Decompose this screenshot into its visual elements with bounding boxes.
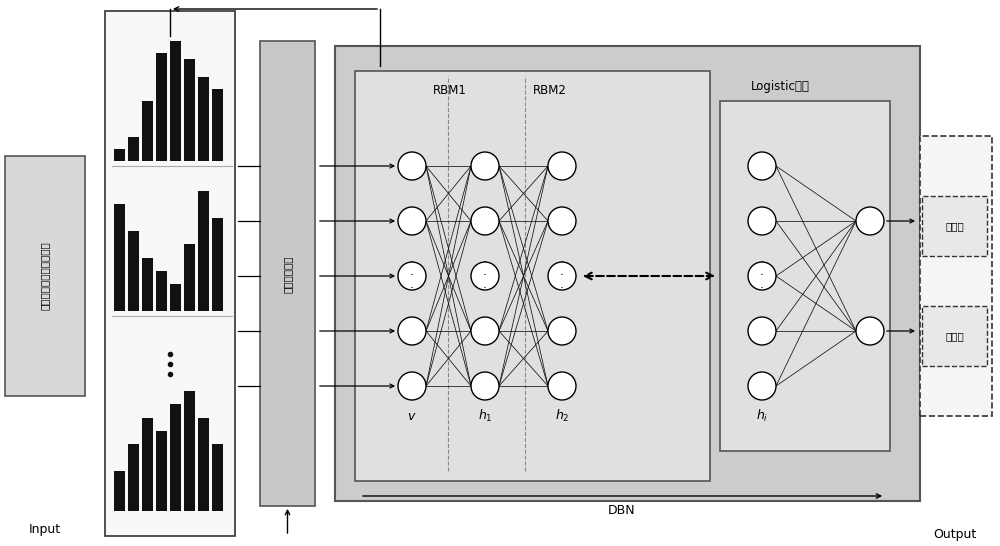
- Bar: [142, 258, 153, 311]
- Circle shape: [748, 262, 776, 290]
- Circle shape: [748, 372, 776, 400]
- Bar: [156, 53, 167, 161]
- Bar: [156, 431, 167, 511]
- Bar: [212, 89, 223, 161]
- Text: 坏客户: 坏客户: [945, 331, 964, 341]
- Circle shape: [471, 317, 499, 345]
- Circle shape: [471, 372, 499, 400]
- Bar: [184, 391, 195, 511]
- Circle shape: [398, 152, 426, 180]
- FancyBboxPatch shape: [920, 136, 992, 416]
- FancyBboxPatch shape: [922, 196, 987, 256]
- Circle shape: [748, 207, 776, 235]
- Text: $h_1$: $h_1$: [478, 408, 492, 424]
- Bar: [128, 444, 139, 511]
- FancyBboxPatch shape: [260, 41, 315, 506]
- Bar: [184, 59, 195, 161]
- Text: Output: Output: [933, 528, 977, 541]
- Bar: [212, 444, 223, 511]
- Circle shape: [748, 317, 776, 345]
- Text: $h_i$: $h_i$: [756, 408, 768, 424]
- Bar: [198, 418, 209, 511]
- FancyBboxPatch shape: [105, 11, 235, 536]
- Bar: [156, 271, 167, 311]
- Bar: [212, 218, 223, 311]
- Circle shape: [471, 152, 499, 180]
- FancyBboxPatch shape: [922, 306, 987, 366]
- Bar: [170, 284, 181, 311]
- Text: RBM1: RBM1: [433, 85, 467, 98]
- Text: ·
·
·: · · ·: [560, 257, 564, 295]
- Bar: [198, 77, 209, 161]
- Text: ·
·
·: · · ·: [760, 257, 764, 295]
- Bar: [114, 204, 125, 311]
- Bar: [142, 418, 153, 511]
- Bar: [198, 191, 209, 311]
- Bar: [184, 244, 195, 311]
- Bar: [128, 231, 139, 311]
- Circle shape: [471, 262, 499, 290]
- Circle shape: [548, 262, 576, 290]
- Circle shape: [398, 207, 426, 235]
- FancyBboxPatch shape: [5, 156, 85, 396]
- Circle shape: [548, 372, 576, 400]
- Circle shape: [398, 317, 426, 345]
- Circle shape: [398, 262, 426, 290]
- Text: 预处理后的信用评估数据: 预处理后的信用评估数据: [40, 242, 50, 310]
- Circle shape: [748, 152, 776, 180]
- Text: 好客户: 好客户: [945, 221, 964, 231]
- Circle shape: [471, 207, 499, 235]
- Bar: [170, 405, 181, 511]
- Bar: [142, 101, 153, 161]
- Circle shape: [548, 152, 576, 180]
- Text: Logistic回归: Logistic回归: [751, 80, 809, 92]
- Text: ·
·
·: · · ·: [410, 257, 414, 295]
- Bar: [170, 41, 181, 161]
- Bar: [114, 471, 125, 511]
- Circle shape: [548, 207, 576, 235]
- Text: 二値图像数据: 二値图像数据: [283, 255, 292, 293]
- FancyBboxPatch shape: [355, 71, 710, 481]
- Bar: [114, 149, 125, 161]
- Circle shape: [548, 317, 576, 345]
- Text: RBM2: RBM2: [533, 85, 567, 98]
- Circle shape: [856, 317, 884, 345]
- Text: DBN: DBN: [608, 505, 636, 518]
- Text: Input: Input: [29, 523, 61, 536]
- Text: ·
·
·: · · ·: [483, 257, 487, 295]
- Text: $v$: $v$: [407, 410, 417, 423]
- FancyBboxPatch shape: [335, 46, 920, 501]
- Text: $h_2$: $h_2$: [555, 408, 569, 424]
- FancyBboxPatch shape: [720, 101, 890, 451]
- Circle shape: [398, 372, 426, 400]
- Circle shape: [856, 207, 884, 235]
- Bar: [128, 137, 139, 161]
